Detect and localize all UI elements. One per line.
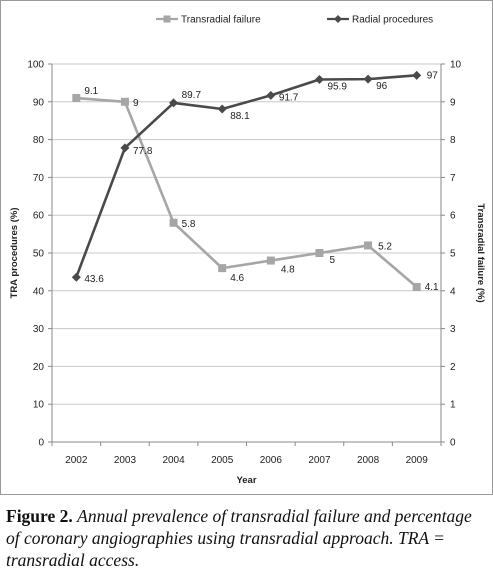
data-label: 88.1 — [230, 111, 250, 122]
diamond-marker — [71, 272, 81, 282]
legend-label: Transradial failure — [181, 15, 261, 26]
data-label: 9 — [133, 98, 139, 109]
series-transradial-failure: 9.1 9 5.8 4.6 4.8 5 5.2 4.1 — [72, 86, 439, 293]
square-marker — [120, 97, 129, 106]
right-tick-label: 8 — [450, 135, 456, 146]
diamond-marker — [363, 74, 373, 84]
data-label: 95.9 — [327, 81, 347, 92]
left-tick-label: 100 — [27, 60, 44, 71]
right-tick-label: 6 — [450, 211, 456, 222]
caption-text: Annual prevalence of transradial failure… — [6, 506, 472, 570]
legend-diamond-marker — [334, 15, 342, 23]
diamond-marker — [314, 74, 324, 84]
left-tick-label: 30 — [33, 324, 45, 335]
x-tick-label: 2003 — [114, 455, 137, 466]
caption-label: Figure 2. — [6, 506, 73, 526]
square-marker — [315, 249, 324, 257]
data-label: 89.7 — [182, 90, 202, 101]
x-tick-label: 2002 — [65, 455, 88, 466]
data-label: 5.2 — [378, 241, 392, 252]
data-label: 77.8 — [133, 146, 153, 157]
square-marker — [412, 283, 421, 292]
diamond-marker — [266, 90, 276, 100]
legend-item: Radial procedures — [327, 15, 433, 26]
left-tick-label: 20 — [33, 362, 45, 373]
right-tick-label: 10 — [450, 60, 462, 71]
right-tick-label: 0 — [450, 438, 456, 449]
square-marker — [266, 256, 275, 265]
right-tick-label: 7 — [450, 173, 456, 184]
square-marker — [72, 94, 81, 103]
data-label: 91.7 — [279, 92, 299, 103]
left-tick-label: 0 — [38, 438, 44, 449]
left-axis-ticks: 0 10 20 30 40 50 60 70 80 90 100 — [27, 60, 52, 449]
right-axis-ticks: 0 1 2 3 4 5 6 7 8 9 10 — [441, 60, 462, 449]
right-tick-label: 1 — [450, 400, 456, 411]
data-label: 9.1 — [84, 86, 98, 97]
data-label: 43.6 — [84, 274, 104, 285]
data-label: 5 — [329, 255, 335, 266]
x-tick-label: 2009 — [406, 455, 429, 466]
right-axis-title: Transradial failure (%) — [475, 203, 486, 302]
left-tick-label: 60 — [33, 211, 45, 222]
diamond-marker — [412, 70, 422, 80]
x-tick-label: 2006 — [260, 455, 283, 466]
data-label: 97 — [427, 70, 439, 81]
x-axis-title: Year — [236, 475, 256, 486]
series-radial-procedures: 43.6 77.8 89.7 88.1 91.7 95.9 96 97 — [71, 70, 439, 285]
data-label: 96 — [376, 81, 388, 92]
right-tick-label: 3 — [450, 324, 456, 335]
figure-caption: Figure 2. Annual prevalence of transradi… — [6, 505, 488, 571]
right-tick-label: 9 — [450, 97, 456, 108]
right-tick-label: 5 — [450, 249, 456, 260]
data-label: 5.8 — [182, 219, 196, 230]
left-tick-label: 70 — [33, 173, 45, 184]
legend-item: Transradial failure — [156, 15, 261, 26]
legend: Transradial failure Radial procedures — [156, 15, 433, 26]
right-tick-label: 4 — [450, 286, 456, 297]
square-marker — [218, 264, 227, 273]
data-label: 4.6 — [230, 273, 244, 284]
right-tick-label: 2 — [450, 362, 456, 373]
left-tick-label: 80 — [33, 135, 45, 146]
diamond-marker — [120, 143, 130, 153]
square-marker — [364, 241, 373, 250]
series-line — [76, 96, 418, 289]
diamond-marker — [169, 98, 179, 108]
left-tick-label: 50 — [33, 249, 45, 260]
diamond-marker — [217, 104, 227, 114]
left-tick-label: 10 — [33, 400, 45, 411]
legend-label: Radial procedures — [352, 15, 433, 26]
x-tick-label: 2004 — [162, 455, 185, 466]
dual-axis-line-chart: 0 10 20 30 40 50 60 70 80 90 100 0 1 2 3 4 5 6 7 8 9 10 2002… — [9, 15, 486, 487]
x-axis-ticks: 2002 2003 2004 2005 2006 2007 2008 2009 — [51, 442, 442, 466]
left-tick-label: 40 — [33, 286, 45, 297]
legend-square-marker — [163, 15, 171, 23]
data-label: 4.1 — [425, 282, 439, 293]
x-tick-label: 2007 — [308, 455, 331, 466]
x-tick-label: 2008 — [357, 455, 380, 466]
series-line — [75, 74, 417, 278]
left-axis-title: TRA procedures (%) — [9, 208, 20, 299]
data-label: 4.8 — [281, 265, 295, 276]
series: 9.1 9 5.8 4.6 4.8 5 5.2 4.1 43.6 77.8 89.7 88.1 91.7… — [71, 70, 439, 293]
left-tick-label: 90 — [33, 97, 45, 108]
figure-frame: 0 10 20 30 40 50 60 70 80 90 100 0 1 2 3 4 5 6 7 8 9 10 2002… — [0, 0, 493, 495]
x-tick-label: 2005 — [211, 455, 234, 466]
square-marker — [169, 218, 178, 227]
